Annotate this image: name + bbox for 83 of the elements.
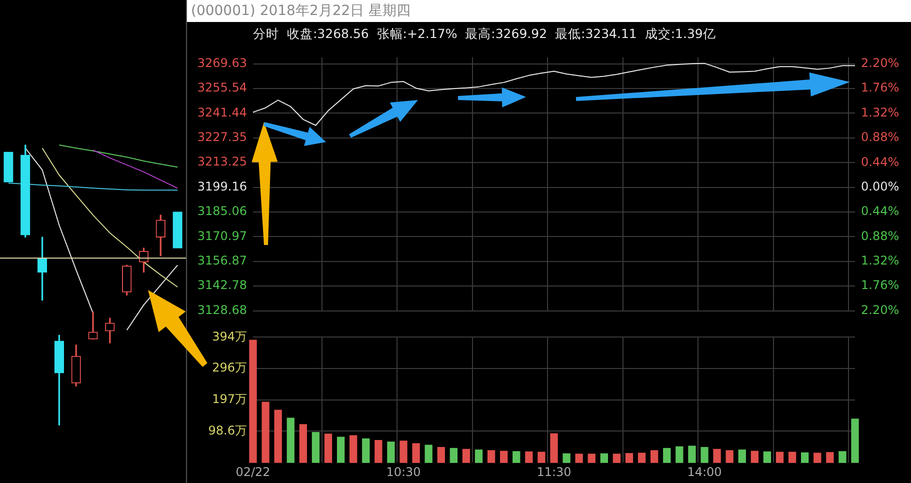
bar [600, 453, 608, 463]
y2-tick-label: 0.88% [861, 228, 900, 243]
y-tick-label: 394万 [212, 329, 247, 344]
y2-tick-label: 2.20% [861, 302, 900, 317]
bar [487, 450, 496, 463]
bar [374, 440, 382, 463]
y-tick-label: 296万 [212, 360, 247, 375]
bar [838, 451, 846, 463]
bar [525, 451, 533, 463]
candlestick [172, 212, 182, 248]
bar [851, 418, 859, 463]
bar [763, 451, 772, 463]
bar [512, 451, 520, 463]
bar [713, 448, 721, 463]
bar [538, 452, 546, 463]
y-tick-label: 3128.68 [197, 302, 247, 317]
bar [249, 340, 257, 463]
y2-tick-label: 1.32% [861, 254, 900, 268]
bar [350, 435, 358, 463]
bar [462, 448, 470, 463]
bar [738, 450, 746, 463]
y2-tick-label: 0.44% [861, 154, 900, 169]
y-tick-label: 3199.16 [197, 179, 247, 194]
bar [312, 432, 320, 463]
bar [562, 453, 570, 463]
bar [663, 448, 671, 463]
bar [612, 454, 621, 463]
bar [474, 450, 483, 463]
y-tick-label: 3156.87 [197, 254, 247, 268]
y-tick-label: 197万 [212, 392, 247, 406]
candlestick [4, 152, 14, 182]
bar [625, 453, 634, 463]
bar [588, 454, 596, 463]
y2-tick-label: 1.76% [861, 278, 900, 292]
bar [336, 436, 345, 463]
bar [550, 433, 558, 463]
chart-subtitle: 分时 收盘:3268.56 张幅:+2.17% 最高:3269.92 最低:3234.11 成交:1.39亿 [253, 26, 716, 43]
bar [826, 452, 834, 463]
bar [437, 446, 445, 463]
y2-tick-label: 0.00% [861, 179, 900, 194]
bar [776, 452, 784, 463]
y-tick-label: 3241.44 [197, 105, 247, 120]
bar [274, 410, 282, 463]
y-tick-label: 3255.54 [197, 80, 247, 95]
y2-tick-label: 0.44% [861, 204, 900, 218]
bar [450, 448, 458, 463]
bar [726, 450, 734, 463]
bar [299, 424, 307, 463]
y-tick-label: 3227.35 [197, 130, 247, 144]
y2-tick-label: 1.32% [861, 105, 900, 120]
y2-tick-label: 2.20% [861, 56, 900, 70]
y-tick-label: 3213.25 [197, 154, 247, 169]
bar [638, 452, 646, 463]
y-tick-label: 98.6万 [208, 423, 247, 438]
bar [262, 402, 270, 463]
bar [788, 452, 796, 463]
bar [286, 418, 294, 463]
bar [324, 434, 332, 463]
bar [688, 446, 696, 463]
bar [362, 438, 370, 463]
x-tick-label: 10:30 [386, 464, 421, 479]
x-tick-label: 11:30 [536, 464, 572, 479]
bar [814, 452, 822, 463]
bar [575, 454, 583, 463]
chart-title: (000001) 2018年2月22日 星期四 [191, 2, 411, 21]
bar [801, 452, 809, 463]
y-tick-label: 3269.63 [197, 56, 247, 70]
bar [424, 444, 432, 463]
bar [387, 442, 395, 463]
x-tick-label: 14:00 [687, 464, 722, 479]
y2-tick-label: 0.88% [861, 130, 900, 144]
bar [650, 450, 658, 463]
bar [500, 450, 508, 463]
bar [400, 440, 408, 463]
y-tick-label: 3170.97 [197, 228, 247, 243]
bar [750, 450, 758, 463]
bar [412, 443, 420, 463]
bar [700, 446, 708, 463]
y2-tick-label: 1.76% [861, 80, 900, 95]
x-tick-label: 02/22 [236, 464, 270, 479]
y-tick-label: 3185.06 [197, 204, 247, 218]
y-tick-label: 3142.78 [197, 278, 247, 292]
bar [676, 446, 684, 463]
